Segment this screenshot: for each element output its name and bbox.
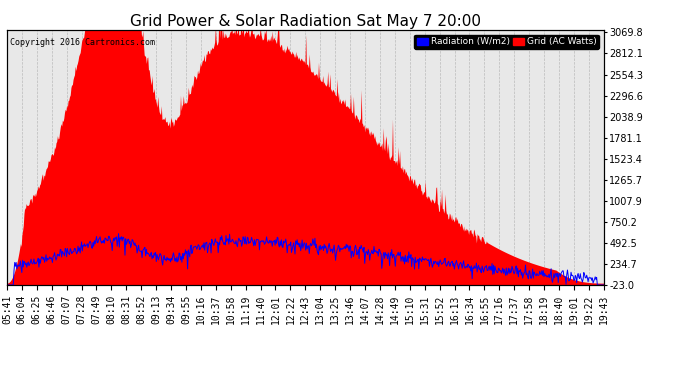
Title: Grid Power & Solar Radiation Sat May 7 20:00: Grid Power & Solar Radiation Sat May 7 2… <box>130 14 481 29</box>
Text: Copyright 2016 Cartronics.com: Copyright 2016 Cartronics.com <box>10 38 155 46</box>
Legend: Radiation (W/m2), Grid (AC Watts): Radiation (W/m2), Grid (AC Watts) <box>415 34 599 49</box>
